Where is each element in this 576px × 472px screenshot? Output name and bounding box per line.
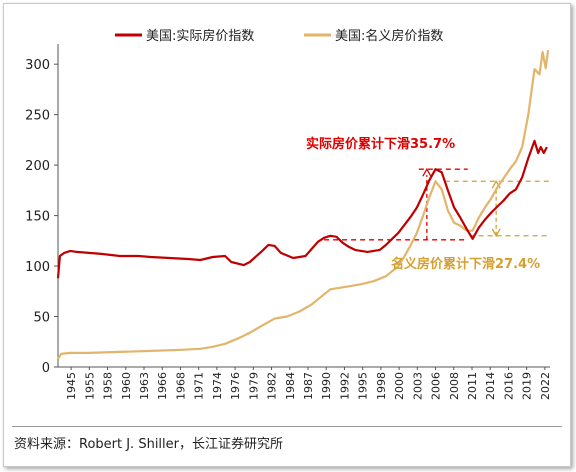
x-tick-label: 1971 [193,372,206,400]
x-tick-label: 1966 [156,372,169,400]
annotation-nominal-decline: 名义房价累计下滑27.4% [391,256,540,272]
annotation-real-decline: 实际房价累计下滑35.7% [306,136,455,152]
x-tick-label: 1958 [102,372,115,400]
x-tick-label: 2019 [521,372,534,400]
x-tick-label: 1968 [174,372,187,400]
x-tick-label: 1963 [138,372,151,400]
x-tick-label: 1982 [266,372,279,400]
x-tick-label: 1976 [229,372,242,400]
axes [57,44,550,368]
legend: 美国:实际房价指数 美国:名义房价指数 [115,28,443,44]
source-note: 资料来源：Robert J. Shiller，长江证券研究所 [14,437,283,452]
real-decline-arrow-head [422,167,432,177]
y-tick-label: 300 [25,58,50,73]
x-tick-label: 2011 [466,372,479,400]
chart-frame [3,3,571,467]
x-tick-label: 2016 [502,372,515,400]
x-tick-label: 1945 [65,372,78,400]
x-tick-label: 2000 [393,372,406,400]
x-tick-label: 1992 [338,372,351,400]
legend-label-real: 美国:实际房价指数 [146,28,254,44]
y-tick-label: 100 [25,260,50,275]
series-line-nominal [57,49,550,360]
real-decline-arrow [422,167,432,240]
x-tick-label: 1995 [357,372,370,400]
x-tick-label: 1979 [247,372,260,400]
x-tick-label: 1960 [120,372,133,400]
series-line-real [56,139,548,279]
x-tick-label: 2008 [448,372,461,400]
x-tick-label: 2006 [430,372,443,400]
y-tick-label: 250 [25,109,50,124]
y-tick-label: 200 [25,159,50,174]
y-tick-label: 0 [42,361,50,376]
annotations [324,167,550,241]
x-tick-label: 1974 [211,372,224,400]
x-tick-label: 1998 [375,372,388,400]
series-lines [56,49,550,360]
x-tick-label: 1990 [320,372,333,400]
x-tick-label: 2014 [484,372,497,400]
x-tick-label: 2003 [411,372,424,400]
y-axis-ticks: 0 50 100 150 200 250 300 [25,58,58,376]
source-divider [12,426,562,427]
nominal-arrow-bottom-head [491,228,501,238]
y-tick-label: 50 [33,311,50,326]
x-axis-ticks: 1945 1955 1958 1960 1963 1966 1968 1971 1974 1976… [65,367,552,400]
x-tick-label: 1987 [302,372,315,400]
y-tick-label: 150 [25,210,50,225]
legend-label-nominal: 美国:名义房价指数 [335,28,443,44]
x-tick-label: 1984 [284,372,297,400]
x-tick-label: 2022 [539,372,552,400]
x-tick-label: 1955 [83,372,96,400]
